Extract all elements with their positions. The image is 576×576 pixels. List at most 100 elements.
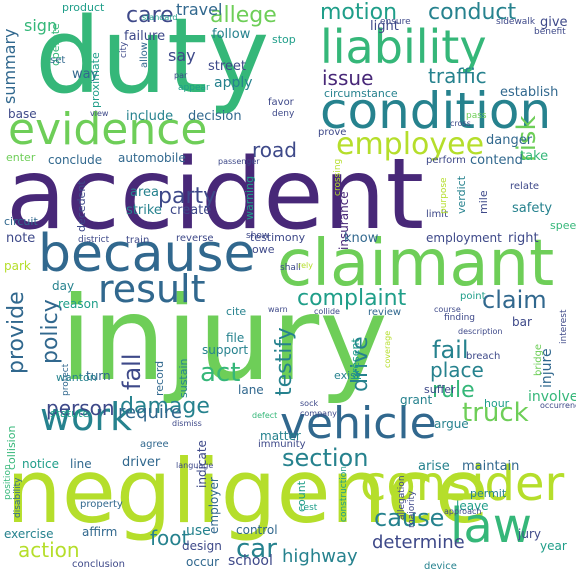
- word: note: [6, 231, 36, 246]
- word: speed: [550, 219, 576, 232]
- word: pass: [466, 111, 487, 121]
- word: require: [118, 402, 182, 423]
- word: school: [228, 553, 273, 569]
- word: disability: [13, 477, 23, 519]
- word: give: [540, 15, 568, 30]
- word: point: [460, 291, 486, 302]
- word: verdict: [455, 175, 468, 214]
- word: affirm: [82, 525, 118, 539]
- word: conclude: [48, 153, 103, 167]
- word: wanton: [56, 371, 97, 384]
- word: deny: [272, 109, 295, 119]
- word: strike: [126, 203, 162, 218]
- word: passenger: [218, 157, 260, 166]
- word: vehicle: [280, 398, 437, 449]
- word: bridge: [533, 343, 544, 376]
- word: law: [450, 498, 533, 554]
- word: approach: [444, 507, 482, 516]
- word: act: [200, 358, 241, 388]
- word: jury: [518, 527, 541, 541]
- word: course: [434, 305, 461, 314]
- word: occurrence: [540, 401, 576, 410]
- word: construction: [339, 466, 349, 522]
- word: decedent: [75, 180, 88, 232]
- word: circumstance: [324, 87, 398, 100]
- word: testimony: [250, 231, 306, 244]
- word: highway: [282, 546, 358, 567]
- word: enter: [6, 151, 36, 164]
- word: foot: [150, 526, 190, 550]
- word: view: [90, 109, 109, 118]
- word: hour: [484, 397, 510, 410]
- word: company: [300, 409, 337, 418]
- word: automobile: [118, 151, 186, 165]
- word: immunity: [258, 439, 306, 450]
- word: conduct: [428, 0, 517, 25]
- word: allegation: [397, 475, 407, 520]
- word: train: [126, 235, 150, 246]
- word: benefit: [534, 27, 566, 37]
- word: set: [50, 55, 66, 66]
- word: establish: [500, 85, 559, 100]
- word: argue: [434, 417, 469, 431]
- word: travel: [176, 0, 223, 19]
- word: file: [226, 331, 245, 345]
- word: support: [202, 343, 249, 357]
- word: claimant: [277, 227, 555, 301]
- word: ensure: [380, 17, 411, 27]
- word: statute: [50, 407, 90, 420]
- word: leave: [456, 499, 489, 513]
- word: decision: [188, 109, 242, 124]
- word: reason: [58, 297, 99, 311]
- word: sustain: [177, 358, 190, 398]
- word: employment: [426, 231, 502, 245]
- word: base: [8, 107, 37, 121]
- word: area: [130, 185, 159, 200]
- word: action: [18, 538, 80, 562]
- word: par: [174, 71, 188, 80]
- word: traffic: [428, 64, 487, 88]
- word: crossing: [333, 158, 343, 196]
- word: favor: [268, 97, 294, 108]
- word: bar: [512, 315, 532, 329]
- word: appear: [178, 83, 210, 93]
- word: use: [186, 523, 211, 539]
- word: interest: [559, 309, 569, 344]
- word: allow: [139, 42, 150, 68]
- word: defect: [252, 411, 278, 420]
- word: grant: [400, 393, 433, 407]
- word: result: [98, 267, 206, 311]
- word: person: [46, 396, 115, 420]
- word: collide: [314, 307, 340, 316]
- word: mile: [477, 190, 490, 214]
- word: danger: [486, 133, 533, 148]
- word: cite: [226, 305, 247, 318]
- word: limit: [426, 209, 448, 220]
- word: day: [52, 279, 75, 293]
- word: turn: [86, 369, 111, 383]
- word: determine: [372, 532, 465, 553]
- word: contend: [470, 153, 523, 168]
- word: suffer: [424, 383, 456, 396]
- word: park: [4, 259, 31, 273]
- word: allege: [210, 3, 277, 28]
- word: liability: [320, 20, 487, 74]
- word: condition: [320, 82, 552, 140]
- word: safety: [512, 201, 553, 216]
- word: work: [40, 395, 132, 439]
- word: circuit: [4, 215, 38, 228]
- word: property: [80, 499, 123, 510]
- word: standard: [142, 13, 178, 22]
- word: arise: [418, 459, 450, 474]
- word: rely: [298, 261, 313, 270]
- word: control: [236, 523, 278, 537]
- word: car: [236, 534, 277, 564]
- word: summary: [0, 28, 19, 105]
- word: cause: [374, 504, 445, 532]
- word: permit: [470, 487, 507, 500]
- word: agree: [140, 439, 169, 450]
- word: damage: [120, 394, 210, 419]
- word: language: [176, 461, 214, 470]
- word: owe: [252, 243, 275, 256]
- word: city: [119, 41, 129, 58]
